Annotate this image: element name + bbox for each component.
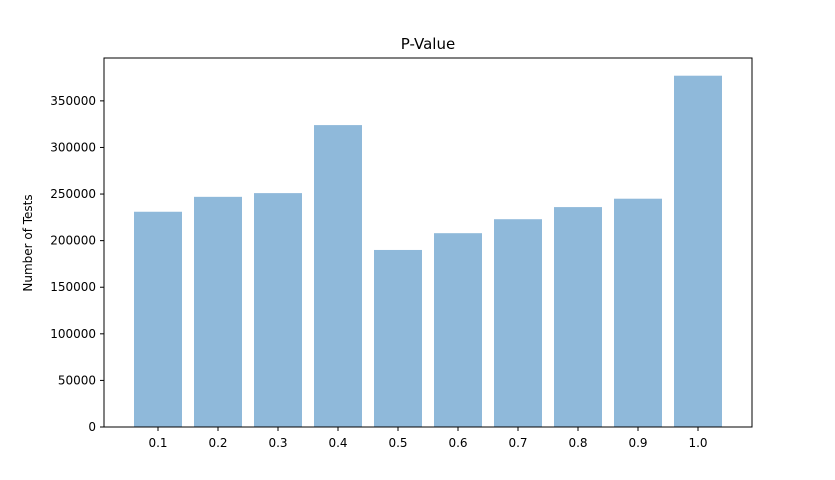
bar-0.8 bbox=[554, 207, 602, 427]
y-tick-label: 300000 bbox=[50, 140, 96, 154]
y-tick-label: 150000 bbox=[50, 280, 96, 294]
x-tick-label: 0.9 bbox=[628, 436, 647, 450]
y-tick-label: 50000 bbox=[58, 373, 96, 387]
bar-0.9 bbox=[614, 198, 662, 427]
x-tick-label: 0.8 bbox=[568, 436, 587, 450]
x-tick-label: 0.1 bbox=[148, 436, 167, 450]
bar-0.2 bbox=[194, 196, 242, 427]
bar-0.1 bbox=[134, 211, 182, 427]
x-tick-label: 0.4 bbox=[328, 436, 347, 450]
y-tick-label: 250000 bbox=[50, 187, 96, 201]
y-axis-ticks: 0 50000 100000 150000 200000 250000 300000 3500… bbox=[50, 94, 104, 434]
bar-1.0 bbox=[674, 75, 722, 428]
bar-0.4 bbox=[314, 125, 362, 427]
y-tick-label: 100000 bbox=[50, 327, 96, 341]
x-tick-label: 0.7 bbox=[508, 436, 527, 450]
x-tick-label: 0.2 bbox=[208, 436, 227, 450]
plot-frame bbox=[103, 57, 753, 428]
bar-0.7 bbox=[494, 219, 542, 427]
x-tick-label: 0.6 bbox=[448, 436, 467, 450]
y-tick-label: 350000 bbox=[50, 94, 96, 108]
y-tick-label: 0 bbox=[88, 420, 96, 434]
chart-title: P-Value bbox=[401, 35, 455, 53]
bar-0.3 bbox=[254, 193, 302, 427]
bars-group bbox=[134, 75, 722, 428]
bar-0.6 bbox=[434, 233, 482, 427]
x-tick-label: 1.0 bbox=[688, 436, 707, 450]
x-tick-label: 0.3 bbox=[268, 436, 287, 450]
x-axis-ticks: 0.1 0.2 0.3 0.4 0.5 0.6 0.7 0.8 0.9 1.0 bbox=[148, 427, 708, 450]
bar-0.5 bbox=[374, 249, 422, 427]
x-tick-label: 0.5 bbox=[388, 436, 407, 450]
y-axis-label: Number of Tests bbox=[21, 194, 35, 291]
y-tick-label: 200000 bbox=[50, 234, 96, 248]
